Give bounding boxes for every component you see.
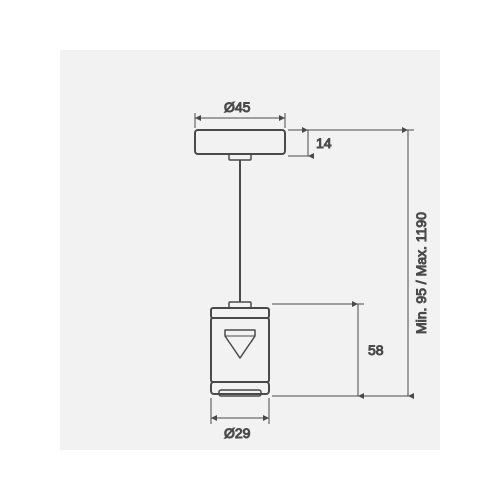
drawing-canvas: Ø45 Ø29 14 58 xyxy=(0,0,500,500)
dim-top-diameter-label: Ø45 xyxy=(224,99,251,115)
dim-canopy-height: 14 xyxy=(288,130,332,156)
dim-body-height: 58 xyxy=(272,304,384,396)
fixture-outline xyxy=(195,130,285,396)
dim-overall-height: Min. 95 / Max. 1190 xyxy=(272,130,429,396)
dim-canopy-height-label: 14 xyxy=(316,135,332,151)
dim-bottom-diameter-label: Ø29 xyxy=(224,425,251,441)
dim-body-height-label: 58 xyxy=(368,342,384,358)
dim-top-diameter: Ø45 xyxy=(195,99,285,128)
pendant-body xyxy=(211,302,269,396)
canopy xyxy=(195,130,285,160)
dim-overall-height-label: Min. 95 / Max. 1190 xyxy=(413,212,429,334)
dim-bottom-diameter: Ø29 xyxy=(211,398,269,441)
technical-drawing: Ø45 Ø29 14 58 xyxy=(0,0,500,500)
